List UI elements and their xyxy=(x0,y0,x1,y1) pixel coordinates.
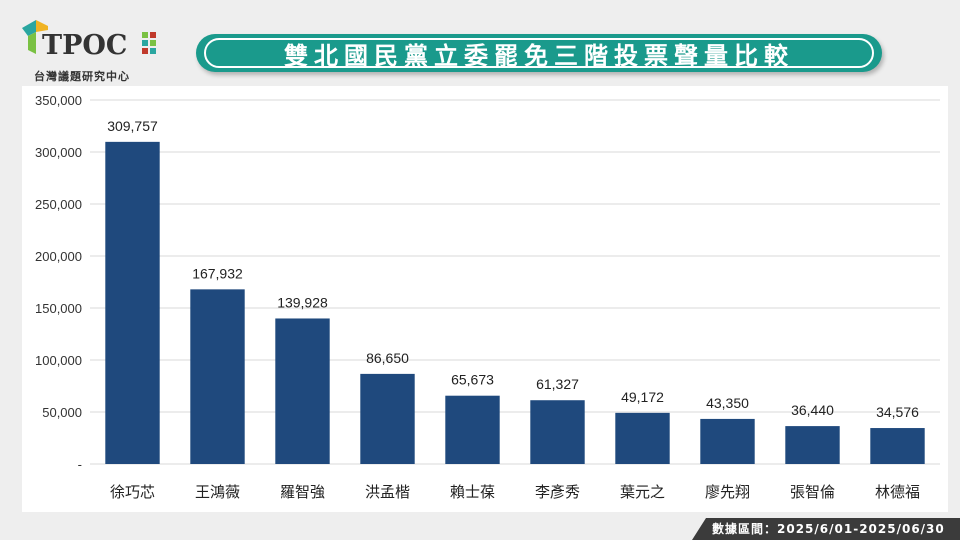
y-tick-label: 50,000 xyxy=(42,405,82,420)
x-tick-label: 葉元之 xyxy=(620,483,665,501)
x-tick-label: 賴士葆 xyxy=(450,483,495,501)
y-tick-label: 250,000 xyxy=(35,197,82,212)
data-label: 36,440 xyxy=(791,402,834,418)
y-tick-label: 150,000 xyxy=(35,301,82,316)
logo-grid-icon xyxy=(142,32,156,54)
data-label: 139,928 xyxy=(277,294,328,310)
bar xyxy=(105,141,160,464)
x-tick-label: 林德福 xyxy=(875,483,920,501)
data-label: 61,327 xyxy=(536,376,579,392)
y-tick-label: - xyxy=(78,457,82,472)
logo-text: TPOC xyxy=(42,30,128,61)
data-label: 43,350 xyxy=(706,395,749,411)
data-label: 34,576 xyxy=(876,404,919,420)
bar xyxy=(615,412,670,464)
y-tick-label: 350,000 xyxy=(35,93,82,108)
x-tick-label: 徐巧芯 xyxy=(110,483,155,501)
y-tick-label: 200,000 xyxy=(35,249,82,264)
data-label: 167,932 xyxy=(192,265,243,281)
page-title: 雙北國民黨立委罷免三階投票聲量比較 xyxy=(284,41,794,70)
bar xyxy=(275,318,330,464)
data-label: 86,650 xyxy=(366,350,409,366)
chart-panel: - 50,000 100,000 150,000 200,000 250,000 300,0… xyxy=(22,86,948,512)
bar xyxy=(360,373,415,464)
data-label: 49,172 xyxy=(621,389,664,405)
logo-subtitle: 台灣議題研究中心 xyxy=(34,70,130,83)
header: TPOC 台灣議題研究中心 雙北國民黨立委罷免三階投票聲量比較 xyxy=(0,0,960,84)
y-tick-label: 300,000 xyxy=(35,145,82,160)
tpoc-logo: TPOC 台灣議題研究中心 xyxy=(22,18,162,83)
x-tick-label: 洪孟楷 xyxy=(365,483,410,501)
x-tick-label: 張智倫 xyxy=(790,483,835,501)
x-tick-label: 王鴻薇 xyxy=(195,483,240,501)
bar xyxy=(870,428,925,464)
x-tick-label: 李彥秀 xyxy=(535,483,580,501)
bar xyxy=(785,426,840,464)
data-label: 65,673 xyxy=(451,372,494,388)
bar xyxy=(445,395,500,464)
data-label: 309,757 xyxy=(107,118,158,134)
logo-mark-icon xyxy=(22,20,48,54)
data-period-label: 數據區間：2025/6/01-2025/06/30 xyxy=(712,522,945,536)
bar xyxy=(700,418,755,464)
x-tick-label: 羅智強 xyxy=(280,483,325,501)
x-tick-label: 廖先翔 xyxy=(705,483,750,501)
bar-chart: - 50,000 100,000 150,000 200,000 250,000 300,0… xyxy=(35,93,940,501)
footer-bar: 數據區間：2025/6/01-2025/06/30 xyxy=(692,518,960,540)
title-banner: 雙北國民黨立委罷免三階投票聲量比較 xyxy=(196,34,882,72)
y-tick-label: 100,000 xyxy=(35,353,82,368)
bar xyxy=(530,400,585,464)
bar xyxy=(190,289,245,464)
title-banner-border xyxy=(204,38,874,68)
